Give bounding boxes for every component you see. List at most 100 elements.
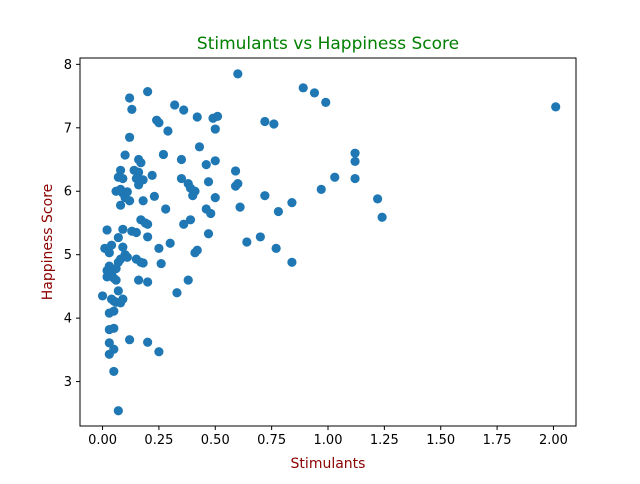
data-point <box>287 198 297 208</box>
data-point <box>109 366 119 377</box>
data-point <box>183 275 193 285</box>
data-point <box>170 100 180 110</box>
data-point <box>176 173 187 184</box>
x-tick-label: 1.50 <box>426 433 455 448</box>
y-axis-title: Happiness Score <box>40 184 56 301</box>
data-point <box>242 237 252 247</box>
data-point <box>127 104 137 114</box>
data-point <box>260 191 270 201</box>
data-point <box>97 291 108 301</box>
data-point <box>190 186 200 196</box>
data-point <box>125 132 135 142</box>
data-point <box>172 288 182 298</box>
data-point <box>113 232 123 243</box>
data-point <box>154 243 164 253</box>
data-point <box>104 248 114 258</box>
data-point <box>149 191 159 201</box>
data-point <box>143 87 153 97</box>
data-point <box>230 166 241 176</box>
data-point <box>233 69 243 79</box>
data-point <box>111 275 121 285</box>
data-point <box>118 173 128 184</box>
x-tick-label: 2.00 <box>539 433 568 448</box>
y-tick-label: 8 <box>64 58 72 73</box>
data-point <box>131 227 141 238</box>
data-point <box>273 206 283 217</box>
data-point <box>269 119 279 129</box>
data-point <box>203 177 214 187</box>
data-point <box>118 242 128 252</box>
data-point <box>179 105 189 115</box>
data-point <box>165 238 175 248</box>
y-axis-ticks: 3 4 5 6 7 8 <box>64 58 80 390</box>
y-tick-label: 3 <box>64 375 72 390</box>
data-point <box>143 277 153 287</box>
data-point <box>138 175 148 185</box>
data-point <box>330 172 340 182</box>
data-point <box>373 194 383 204</box>
data-point <box>321 97 331 108</box>
data-point <box>377 212 387 222</box>
data-point <box>203 229 214 239</box>
x-axis-ticks: 0.00 0.25 0.50 0.75 1.00 1.25 1.50 1.75 2.00 <box>88 426 568 448</box>
data-point <box>136 158 146 168</box>
data-point <box>235 202 245 212</box>
data-point <box>125 335 135 345</box>
data-point <box>134 275 144 285</box>
points-layer <box>97 69 561 416</box>
data-point <box>192 112 202 122</box>
data-point <box>154 118 164 128</box>
data-point <box>271 243 281 253</box>
data-point <box>210 124 220 134</box>
data-point <box>179 219 189 229</box>
y-tick-label: 6 <box>64 185 72 200</box>
data-point <box>143 232 153 242</box>
data-point <box>163 126 173 136</box>
data-point <box>161 204 171 214</box>
x-tick-label: 0.25 <box>144 433 173 448</box>
data-point <box>210 156 220 166</box>
data-point <box>120 150 130 160</box>
data-point <box>115 165 126 175</box>
data-point <box>158 149 169 160</box>
data-point <box>551 102 561 112</box>
data-point <box>118 224 128 234</box>
data-point <box>104 308 114 318</box>
data-point <box>212 111 223 121</box>
x-tick-label: 0.75 <box>257 433 286 448</box>
y-tick-label: 7 <box>64 121 72 136</box>
data-point <box>350 148 360 158</box>
data-point <box>316 184 326 194</box>
data-point <box>113 286 123 296</box>
chart-title: Stimulants vs Happiness Score <box>197 34 459 54</box>
data-point <box>156 258 166 269</box>
data-point <box>122 252 132 262</box>
data-point <box>147 170 157 180</box>
x-axis-title: Stimulants <box>291 456 366 472</box>
x-tick-label: 0.00 <box>88 433 117 448</box>
y-tick-label: 4 <box>64 312 72 327</box>
data-point <box>176 154 187 165</box>
data-point <box>350 173 360 184</box>
data-point <box>255 232 265 242</box>
data-point <box>287 257 297 267</box>
x-tick-label: 0.50 <box>201 433 230 448</box>
data-point <box>102 225 112 235</box>
data-point <box>154 347 164 357</box>
x-tick-label: 1.75 <box>483 433 512 448</box>
data-point <box>106 240 117 250</box>
data-point <box>309 88 320 98</box>
x-tick-label: 1.00 <box>314 433 343 448</box>
data-point <box>143 337 153 347</box>
data-point <box>125 93 135 103</box>
data-point <box>104 349 114 359</box>
data-point <box>192 245 202 255</box>
data-point <box>122 187 132 197</box>
data-point <box>206 208 216 219</box>
data-point <box>138 196 148 206</box>
data-point <box>143 219 153 229</box>
data-point <box>104 338 114 348</box>
